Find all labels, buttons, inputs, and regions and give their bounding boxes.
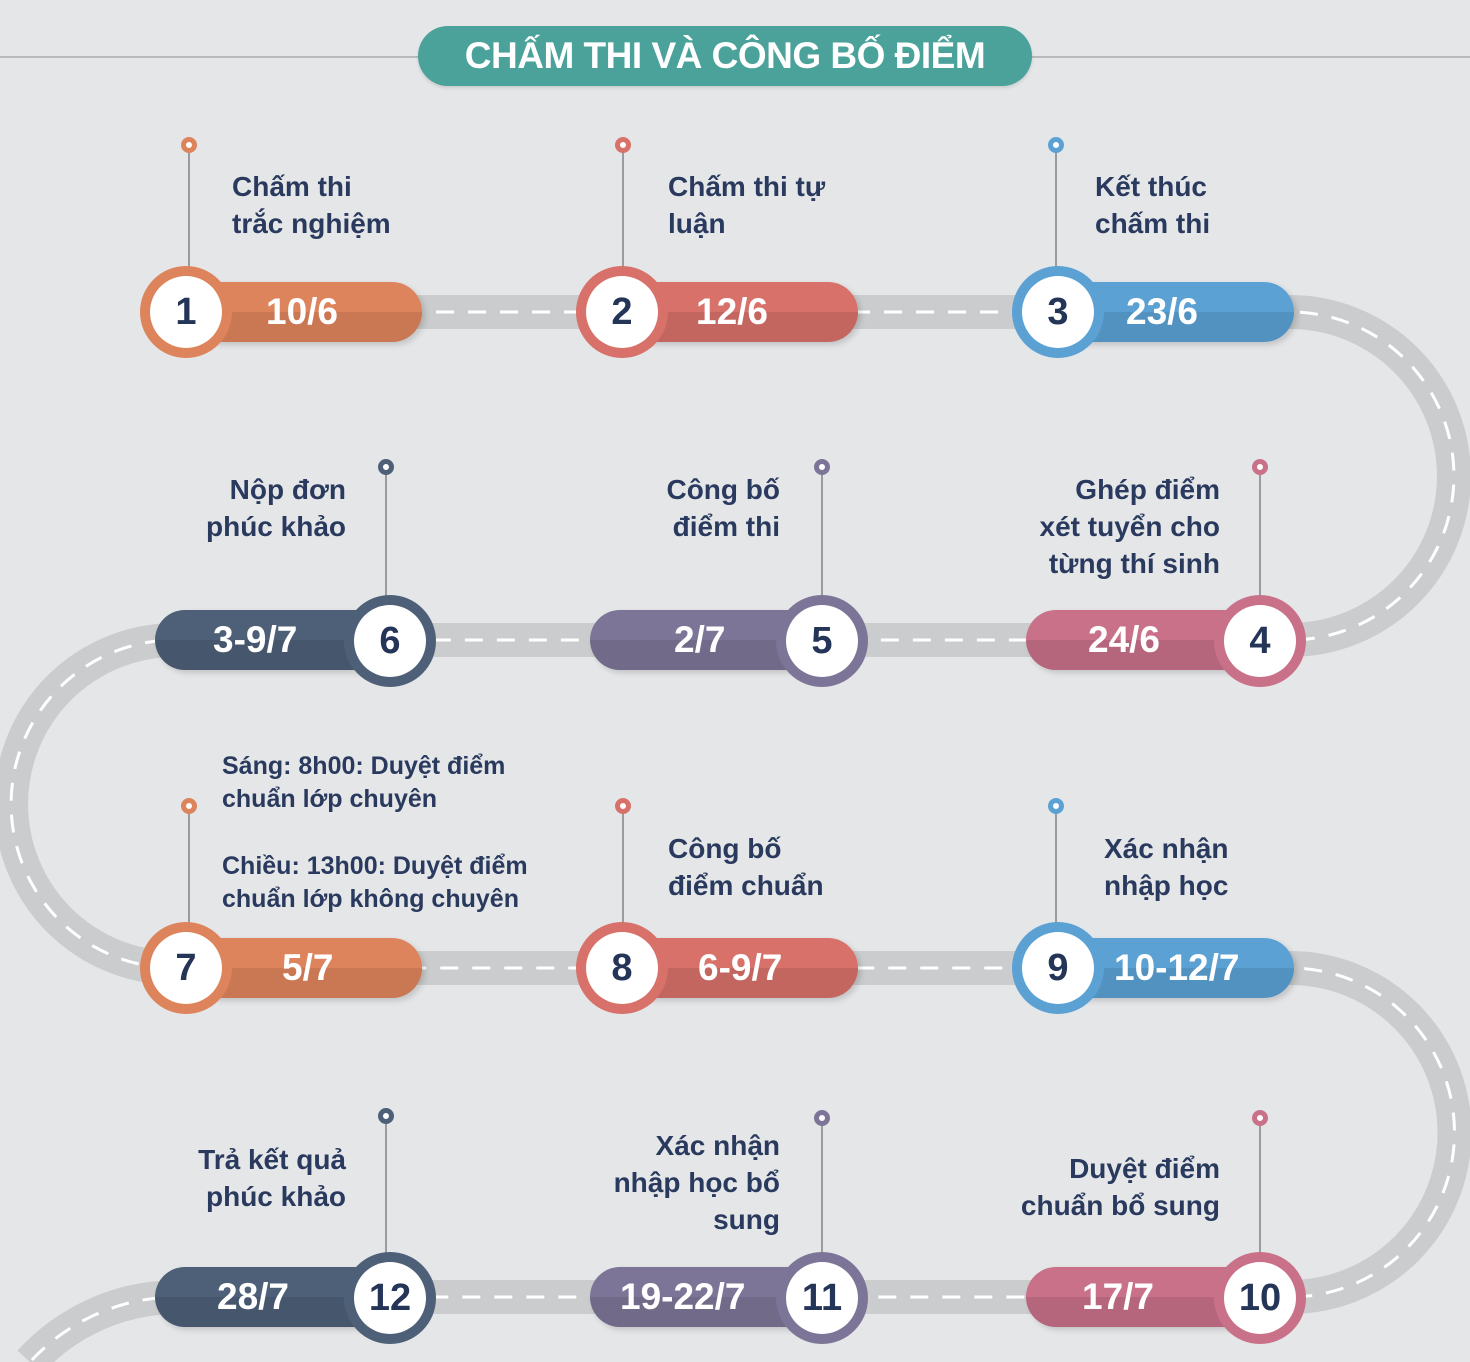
step-12-pin-line <box>385 1122 387 1254</box>
step-4-pin-line <box>1259 472 1261 600</box>
step-3-pin-icon <box>1048 137 1064 153</box>
step-7-label-morning: Sáng: 8h00: Duyệt điểm chuẩn lớp chuyên <box>222 752 506 813</box>
step-4-label: Ghép điểm xét tuyển cho từng thí sinh <box>1039 474 1220 579</box>
page-title: CHẤM THI VÀ CÔNG BỐ ĐIỂM <box>418 26 1032 86</box>
step-9-date: 10-12/7 <box>1114 947 1240 988</box>
step-12-number: 12 <box>354 1262 426 1334</box>
step-4-badge: 4 <box>1214 595 1306 687</box>
step-5-number: 5 <box>786 605 858 677</box>
step-12-label: Trả kết quả phúc khảo <box>198 1144 346 1212</box>
step-5-badge: 5 <box>776 595 868 687</box>
step-10-date: 17/7 <box>1082 1276 1155 1317</box>
step-6-pin-line <box>385 472 387 600</box>
step-7-pin-line <box>188 812 190 930</box>
step-6-number: 6 <box>354 605 426 677</box>
step-1-number: 1 <box>150 276 222 348</box>
step-10-pin-icon <box>1252 1110 1268 1126</box>
step-9-label: Xác nhận nhập học <box>1104 833 1229 901</box>
title-rule-right <box>1030 56 1470 58</box>
step-7-date: 5/7 <box>282 947 334 988</box>
step-6-date: 3-9/7 <box>213 619 298 660</box>
step-1-pin-icon <box>181 137 197 153</box>
step-3-date: 23/6 <box>1126 291 1199 332</box>
step-6-badge: 6 <box>344 595 436 687</box>
step-3-number: 3 <box>1022 276 1094 348</box>
step-1-badge: 1 <box>140 266 232 358</box>
step-12-date: 28/7 <box>217 1276 290 1317</box>
step-2-number: 2 <box>586 276 658 348</box>
step-8-pin-line <box>622 812 624 930</box>
step-3-badge: 3 <box>1012 266 1104 358</box>
step-9-pin-line <box>1055 812 1057 930</box>
step-5-pin-line <box>821 472 823 600</box>
step-9-number: 9 <box>1022 932 1094 1004</box>
step-7-number: 7 <box>150 932 222 1004</box>
step-3-label: Kết thúc chấm thi <box>1095 171 1211 239</box>
step-1-pin-line <box>188 150 190 270</box>
step-8-badge: 8 <box>576 922 668 1014</box>
step-8-pin-icon <box>615 798 631 814</box>
step-6-label: Nộp đơn phúc khảo <box>205 474 346 542</box>
step-11-pin-icon <box>814 1110 830 1126</box>
step-8-label: Công bố điểm chuẩn <box>668 833 824 901</box>
step-10-label: Duyệt điểm chuẩn bổ sung <box>1020 1153 1220 1221</box>
step-7-badge: 7 <box>140 922 232 1014</box>
step-11-number: 11 <box>786 1262 858 1334</box>
step-11-badge: 11 <box>776 1252 868 1344</box>
step-6-pin-icon <box>378 459 394 475</box>
step-10-badge: 10 <box>1214 1252 1306 1344</box>
step-10-number: 10 <box>1224 1262 1296 1334</box>
step-5-pin-icon <box>814 459 830 475</box>
step-11-label: Xác nhận nhập học bổ sung <box>613 1130 780 1235</box>
step-4-pin-icon <box>1252 459 1268 475</box>
step-7-label-afternoon: Chiều: 13h00: Duyệt điểm chuẩn lớp không… <box>222 852 528 913</box>
step-8-number: 8 <box>586 932 658 1004</box>
step-4-number: 4 <box>1224 605 1296 677</box>
step-2-date: 12/6 <box>696 291 769 332</box>
step-11-pin-line <box>821 1124 823 1254</box>
step-12-pin-icon <box>378 1108 394 1124</box>
step-12-badge: 12 <box>344 1252 436 1344</box>
step-2-label: Chấm thi tự luận <box>668 171 826 239</box>
step-3-pin-line <box>1055 150 1057 270</box>
step-2-pin-icon <box>615 137 631 153</box>
step-5-label: Công bố điểm thi <box>666 474 780 542</box>
step-1-date: 10/6 <box>266 291 339 332</box>
step-10-pin-line <box>1259 1124 1261 1254</box>
step-2-pin-line <box>622 150 624 270</box>
step-7-pin-icon <box>181 798 197 814</box>
step-1-label: Chấm thi trắc nghiệm <box>232 171 391 239</box>
step-5-date: 2/7 <box>674 619 726 660</box>
step-8-date: 6-9/7 <box>698 947 783 988</box>
step-9-badge: 9 <box>1012 922 1104 1014</box>
step-4-date: 24/6 <box>1088 619 1161 660</box>
step-9-pin-icon <box>1048 798 1064 814</box>
step-11-date: 19-22/7 <box>620 1276 746 1317</box>
title-rule-left <box>0 56 420 58</box>
step-2-badge: 2 <box>576 266 668 358</box>
